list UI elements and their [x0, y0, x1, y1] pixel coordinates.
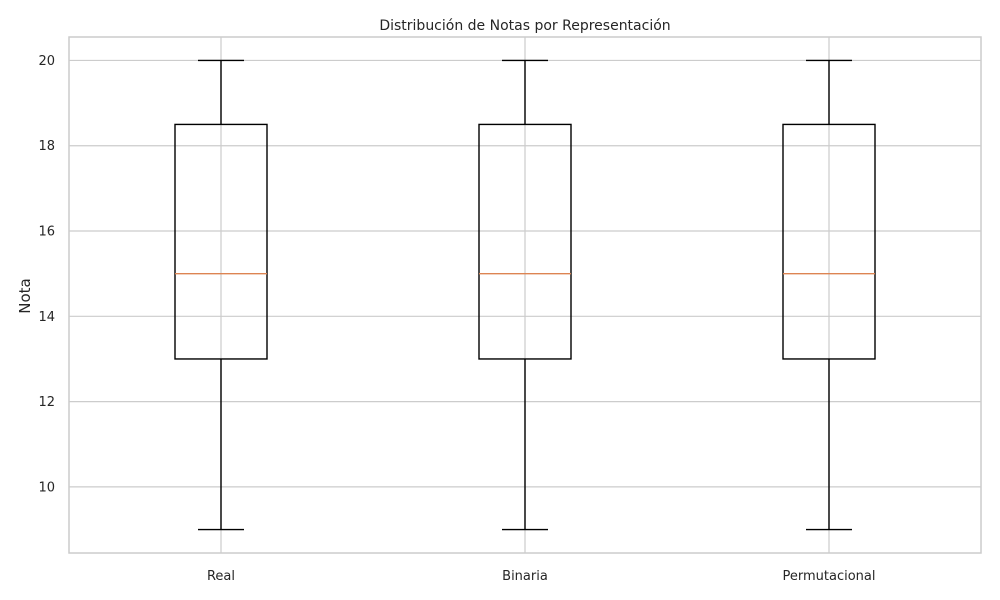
iqr-box [782, 123, 876, 360]
x-tick-label: Permutacional [783, 569, 876, 584]
y-tick-label: 16 [38, 225, 55, 240]
iqr-box [478, 123, 572, 360]
iqr-box [174, 123, 268, 360]
y-axis-label: Nota [16, 278, 34, 313]
x-tick-label: Real [207, 569, 235, 584]
box-permutacional [782, 59, 876, 531]
y-tick-label: 14 [38, 310, 55, 325]
chart-title: Distribución de Notas por Representación [379, 18, 670, 34]
y-tick-label: 18 [38, 139, 55, 154]
box-real [174, 59, 268, 531]
y-tick-label: 10 [38, 480, 55, 495]
y-tick-label: 12 [38, 395, 55, 410]
plot-frame [68, 36, 982, 554]
y-tick-label: 20 [38, 54, 55, 69]
boxes [174, 59, 876, 531]
box-binaria [478, 59, 572, 531]
axis-ticks: 10 12 14 16 18 20 Real Binaria Permutacional [38, 54, 875, 584]
x-tick-label: Binaria [502, 569, 548, 584]
